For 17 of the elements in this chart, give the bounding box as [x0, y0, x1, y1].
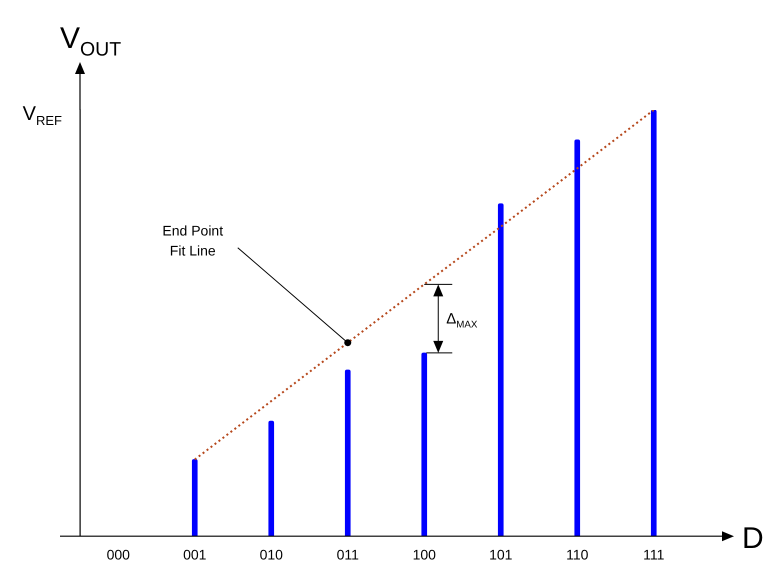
x-tick-label: 101 [489, 546, 513, 562]
x-tick-label: 110 [566, 546, 589, 562]
x-tick-label: 111 [643, 546, 665, 562]
bar [574, 140, 580, 536]
bar [268, 420, 274, 536]
x-tick-label: 001 [183, 546, 207, 562]
bar [498, 203, 504, 536]
x-tick-label: 100 [412, 546, 436, 562]
bar [192, 459, 198, 536]
x-tick-label: 010 [260, 546, 284, 562]
x-axis-title: D [742, 522, 764, 556]
bar [421, 352, 428, 536]
x-tick-label: 000 [106, 546, 130, 562]
bar [650, 110, 657, 536]
x-tick-label: 011 [336, 546, 360, 562]
annotation: End Point Fit Line [162, 222, 224, 259]
bar [344, 370, 351, 536]
